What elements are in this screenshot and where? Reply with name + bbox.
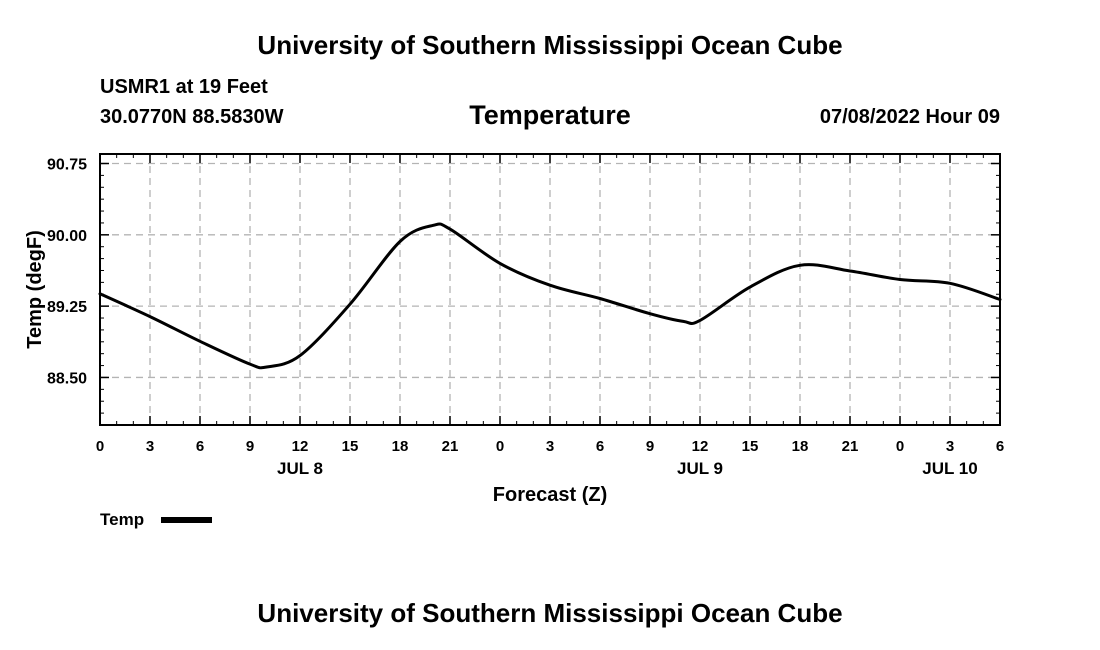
x-tick-label: 6	[996, 438, 1004, 455]
x-tick-label: 3	[946, 438, 954, 455]
x-day-label: JUL 9	[677, 459, 723, 478]
page-title: University of Southern Mississippi Ocean…	[257, 30, 843, 60]
series-point	[449, 228, 452, 231]
x-tick-label: 0	[496, 438, 504, 455]
x-tick-label: 6	[196, 438, 204, 455]
forecast-datestamp: 07/08/2022 Hour 09	[819, 106, 1000, 128]
series-point	[999, 298, 1002, 301]
series-point	[949, 282, 952, 285]
series-point	[682, 320, 685, 323]
series-point	[199, 340, 202, 343]
footer-title: University of Southern Mississippi Ocean…	[257, 598, 843, 628]
y-tick-label: 89.25	[47, 299, 87, 316]
axis-ticks	[99, 154, 1001, 425]
series-point	[499, 262, 502, 265]
legend-label: Temp	[100, 510, 144, 529]
plot-frame	[99, 153, 1001, 426]
x-tick-labels: 0 3 6 9 12 15 18 21 0 3 6 9 12 15 18 21 0 3 6	[96, 438, 1004, 455]
legend: Temp	[100, 510, 212, 529]
x-tick-label: 0	[96, 438, 104, 455]
chart-title: Temperature	[469, 100, 631, 130]
station-coordinates: 30.0770N 88.5830W	[100, 106, 284, 128]
x-day-labels: JUL 8 JUL 9 JUL 10	[277, 459, 978, 478]
x-axis-label: Forecast (Z)	[493, 484, 607, 506]
x-tick-label: 15	[742, 438, 759, 455]
x-tick-label: 0	[896, 438, 904, 455]
x-tick-label: 15	[342, 438, 359, 455]
series-point	[265, 365, 268, 368]
series-point	[899, 278, 902, 281]
x-tick-label: 18	[392, 438, 409, 455]
x-day-label: JUL 8	[277, 459, 323, 478]
x-tick-label: 3	[146, 438, 154, 455]
series-layer	[98, 222, 1002, 370]
series-point	[549, 284, 552, 287]
series-point	[149, 315, 152, 318]
x-tick-label: 21	[842, 438, 859, 455]
series-line-temp	[98, 222, 1002, 370]
x-tick-label: 9	[646, 438, 654, 455]
x-tick-label: 12	[692, 438, 709, 455]
series-point	[432, 224, 435, 227]
x-tick-label: 3	[546, 438, 554, 455]
y-tick-label: 90.00	[47, 228, 87, 245]
y-tick-label: 88.50	[47, 370, 87, 387]
y-tick-labels: 88.50 89.25 90.00 90.75	[47, 157, 87, 388]
series-point	[599, 297, 602, 300]
y-axis-label: Temp (degF)	[24, 230, 46, 349]
station-label: USMR1 at 19 Feet	[100, 76, 268, 98]
series-point	[849, 269, 852, 272]
x-tick-label: 12	[292, 438, 309, 455]
x-day-label: JUL 10	[922, 459, 977, 478]
series-point	[699, 319, 702, 322]
x-tick-label: 9	[246, 438, 254, 455]
series-point	[799, 264, 802, 267]
x-tick-label: 6	[596, 438, 604, 455]
y-tick-label: 90.75	[47, 157, 87, 174]
series-point	[299, 354, 302, 357]
series-point	[249, 363, 252, 366]
series-point	[649, 312, 652, 315]
series-point	[349, 303, 352, 306]
x-tick-label: 18	[792, 438, 809, 455]
series-point	[399, 240, 402, 243]
grid-lines	[100, 154, 1000, 425]
series-point	[99, 292, 102, 295]
series-point	[749, 286, 752, 289]
x-tick-label: 21	[442, 438, 459, 455]
